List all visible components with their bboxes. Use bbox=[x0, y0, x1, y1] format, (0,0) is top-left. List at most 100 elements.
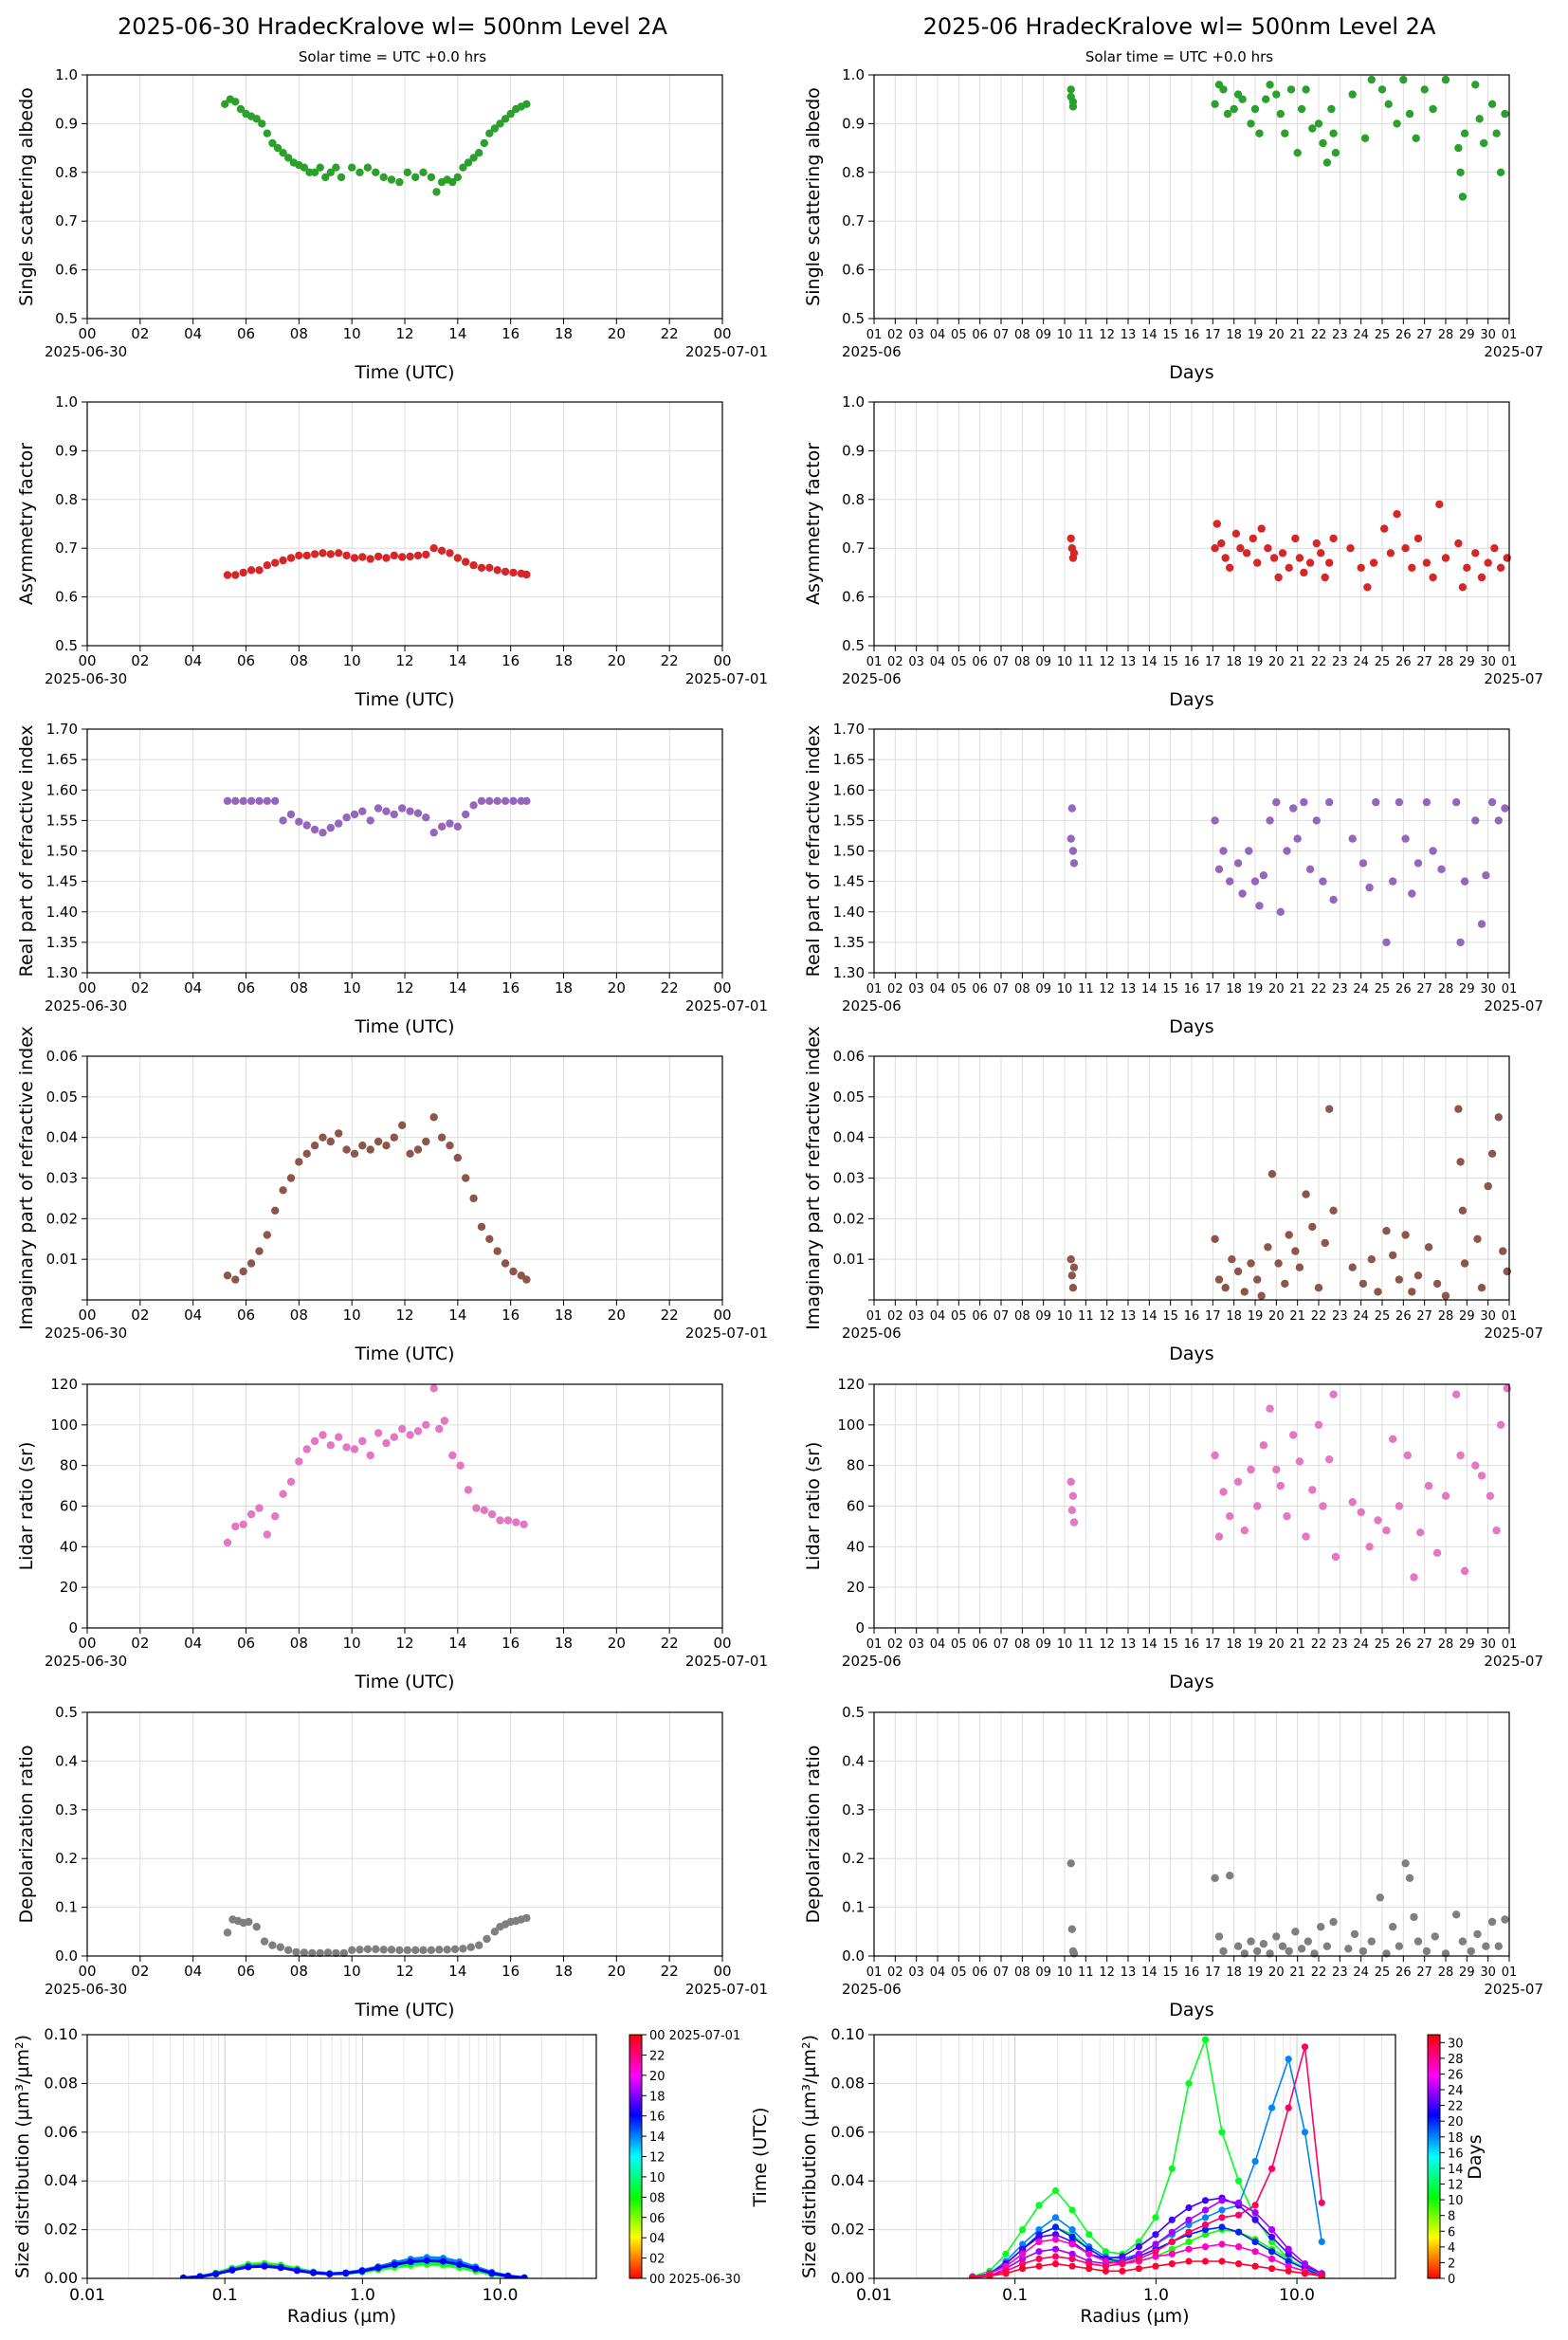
y-tick-label: 60 bbox=[60, 1498, 78, 1515]
x-tick-label: 16 bbox=[1184, 1309, 1200, 1324]
data-point bbox=[319, 549, 327, 558]
data-point bbox=[403, 168, 411, 176]
y-tick-label: 0.9 bbox=[842, 442, 865, 459]
data-point bbox=[1268, 2248, 1276, 2256]
data-point bbox=[1214, 1275, 1224, 1284]
x-tick-label: 01 bbox=[866, 1309, 883, 1324]
series-line bbox=[972, 2226, 1322, 2278]
colorbar-tick-label: 0 bbox=[1448, 2273, 1455, 2287]
x-tick-label: 12 bbox=[1099, 982, 1115, 996]
data-point bbox=[1401, 544, 1410, 553]
data-point bbox=[501, 796, 510, 805]
x-tick-label: 29 bbox=[1459, 328, 1475, 342]
data-point bbox=[1452, 797, 1461, 807]
y-axis-label: Real part of refractive index bbox=[16, 725, 37, 978]
data-point bbox=[1201, 2214, 1210, 2221]
x-tick-label: 21 bbox=[1289, 328, 1305, 342]
x-tick-label: 25 bbox=[1375, 982, 1391, 996]
data-point bbox=[422, 550, 430, 559]
data-point bbox=[1471, 549, 1480, 558]
y-tick-label: 0.8 bbox=[55, 491, 78, 508]
left-colorbar-ticks: 00 2025-07-01 22 20 18 16 14 12 10 08 06 04 02 00 20… bbox=[642, 2029, 740, 2287]
x-tick-label: 13 bbox=[1121, 1965, 1137, 1980]
data-point bbox=[1218, 2214, 1226, 2221]
data-point bbox=[1185, 2245, 1193, 2253]
data-point bbox=[302, 1149, 311, 1159]
y-axis-label: Asymmetry factor bbox=[16, 443, 37, 605]
data-point bbox=[1376, 1893, 1385, 1902]
y-tick-label: 0.6 bbox=[842, 262, 865, 279]
x-tick-label: 15 bbox=[1162, 1965, 1178, 1980]
y-tick-label: 0.01 bbox=[833, 1251, 865, 1268]
x-tick-label: 28 bbox=[1438, 1637, 1454, 1652]
data-point bbox=[1422, 1947, 1431, 1956]
x-date-end: 2025-07-01 bbox=[685, 1981, 768, 1998]
x-tick-label: 20 bbox=[608, 652, 626, 669]
data-point bbox=[1405, 109, 1414, 119]
data-point bbox=[286, 1477, 296, 1487]
data-point bbox=[406, 1431, 414, 1439]
data-point bbox=[1297, 104, 1306, 114]
data-point bbox=[246, 796, 256, 805]
data-point bbox=[1322, 1942, 1332, 1950]
x-axis-label: Days bbox=[1169, 2000, 1213, 2020]
x-tick-label: 08 bbox=[1014, 1309, 1030, 1324]
data-point bbox=[1496, 1420, 1505, 1430]
x-tick-label: 06 bbox=[972, 328, 988, 342]
data-point bbox=[1230, 104, 1238, 114]
data-point bbox=[1456, 1158, 1465, 1166]
data-point bbox=[1422, 797, 1431, 807]
x-tick-label: 08 bbox=[1014, 655, 1030, 669]
x-tick-label: 17 bbox=[1205, 1309, 1221, 1324]
data-point bbox=[1389, 1435, 1397, 1444]
data-point bbox=[1185, 2221, 1193, 2229]
data-point bbox=[231, 796, 240, 805]
data-point bbox=[522, 1913, 531, 1923]
x-tick-label: 25 bbox=[1375, 1637, 1391, 1652]
data-point bbox=[1152, 2231, 1159, 2239]
x-tick-label: 00 bbox=[713, 1963, 731, 1980]
data-point bbox=[1221, 554, 1230, 562]
y-tick-label: 1.35 bbox=[833, 934, 865, 951]
data-point bbox=[1477, 920, 1486, 928]
x-tick-label: 0.1 bbox=[1002, 2286, 1028, 2305]
colorbar-tick-label: 14 bbox=[649, 2130, 665, 2145]
x-tick-label: 02 bbox=[887, 655, 903, 669]
y-tick-label: 0.6 bbox=[55, 262, 78, 279]
x-tick-label: 10 bbox=[343, 652, 361, 669]
data-point bbox=[1051, 2236, 1060, 2243]
data-point bbox=[464, 1486, 473, 1494]
data-point bbox=[1321, 1238, 1329, 1248]
x-tick-label: 21 bbox=[1289, 1637, 1305, 1652]
x-tick-label: 12 bbox=[395, 1307, 413, 1324]
y-tick-label: 0.04 bbox=[44, 2171, 78, 2189]
data-point bbox=[228, 2266, 236, 2274]
x-tick-label: 11 bbox=[1078, 328, 1094, 342]
plot-frame bbox=[86, 2034, 597, 2279]
series-line bbox=[183, 2258, 525, 2278]
x-tick-label: 18 bbox=[1226, 1965, 1242, 1980]
data-point bbox=[1503, 554, 1512, 562]
x-tick-label: 20 bbox=[1268, 982, 1285, 996]
data-point bbox=[435, 1424, 444, 1434]
x-tick-label: 14 bbox=[1141, 982, 1158, 996]
data-point bbox=[293, 2267, 301, 2275]
x-axis-label: Radius (µm) bbox=[287, 2306, 396, 2327]
data-point bbox=[1268, 2233, 1276, 2240]
data-point bbox=[358, 1436, 367, 1446]
x-tick-label: 16 bbox=[501, 1635, 520, 1652]
data-point bbox=[1365, 883, 1374, 892]
data-point bbox=[310, 1436, 319, 1446]
data-point bbox=[485, 129, 494, 137]
data-point bbox=[1386, 549, 1395, 558]
series-line bbox=[972, 2197, 1322, 2278]
data-point bbox=[475, 1941, 483, 1949]
x-date-end: 2025-07 bbox=[1484, 997, 1543, 1015]
colorbar-tick-label: 4 bbox=[1448, 2241, 1455, 2256]
data-point bbox=[1135, 2265, 1142, 2273]
y-axis-label: Size distribution (µm³/µm²) bbox=[799, 2035, 820, 2278]
data-point bbox=[1051, 2214, 1060, 2221]
y-tick-label: 120 bbox=[50, 1376, 78, 1393]
x-tick-label: 12 bbox=[395, 325, 413, 342]
data-point bbox=[1068, 2226, 1076, 2234]
